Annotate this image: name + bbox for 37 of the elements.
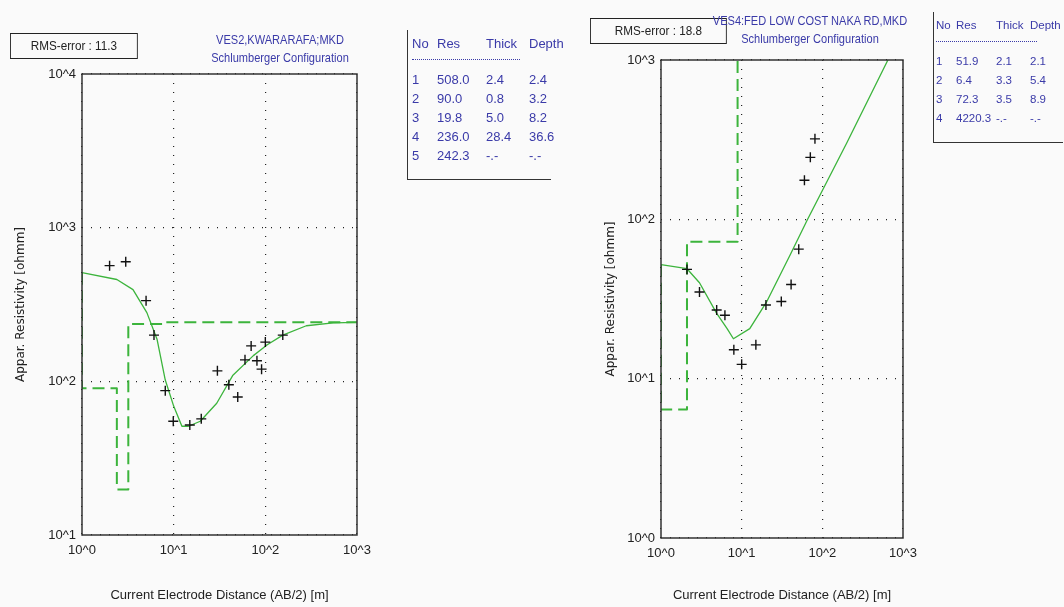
chart-title: VES4:FED LOW COST NAKA RD,MKD (712, 13, 908, 28)
text: 2 90.0 0.8 3.2 (412, 91, 548, 106)
text: RMS-error : 18.8 (614, 23, 702, 38)
y-tick-label: 10^3 (48, 219, 76, 235)
chart-title: VES2,KWARARAFA;MKD (215, 31, 345, 49)
x-tick-label: 10^0 (647, 545, 675, 561)
x-tick-label: 10^2 (808, 545, 837, 561)
y-tick-label: 10^4 (48, 65, 76, 81)
y-axis-title: Appar. Resistivity [ohmm] (603, 221, 618, 377)
text: 5 242.3 -.- -.- (412, 148, 542, 163)
x-tick-label: 10^1 (727, 545, 756, 561)
y-tick-label: 10^2 (48, 372, 76, 388)
text: 2 6.4 3.3 5.4 (936, 74, 1046, 86)
text: No Res Thick Depth (412, 36, 564, 51)
y-tick-label: 10^1 (627, 370, 655, 386)
text: 1 508.0 2.4 2.4 (412, 72, 548, 87)
text: RMS-error : 11.3 (10, 33, 138, 59)
text: No Res Thick Depth (936, 19, 1061, 31)
y-tick-label: 10^2 (627, 210, 655, 226)
x-axis-title: Current Electrode Distance (AB/2) [m] (672, 586, 892, 602)
text: 1 51.9 2.1 2.1 (936, 55, 1046, 67)
text: 3 72.3 3.5 8.9 (936, 93, 1046, 105)
text: 4 4220.3 -.- -.- (936, 112, 1041, 124)
x-axis-title: Current Electrode Distance (AB/2) [m] (110, 586, 329, 602)
x-tick-label: 10^0 (68, 542, 96, 558)
y-tick-label: 10^1 (48, 526, 76, 542)
text: 3 19.8 5.0 8.2 (412, 110, 548, 125)
y-axis-title: Appar. Resistivity [ohmm] (13, 226, 28, 383)
x-tick-label: 10^3 (889, 545, 917, 561)
x-tick-label: 10^3 (343, 542, 371, 558)
text: 4 236.0 28.4 36.6 (412, 129, 555, 144)
chart-subtitle: Schlumberger Configuration (741, 31, 879, 46)
x-tick-label: 10^1 (159, 542, 188, 558)
x-tick-label: 10^2 (251, 542, 280, 558)
y-tick-label: 10^0 (627, 529, 655, 545)
y-tick-label: 10^3 (627, 51, 655, 67)
chart-subtitle: Schlumberger Configuration (210, 49, 350, 67)
